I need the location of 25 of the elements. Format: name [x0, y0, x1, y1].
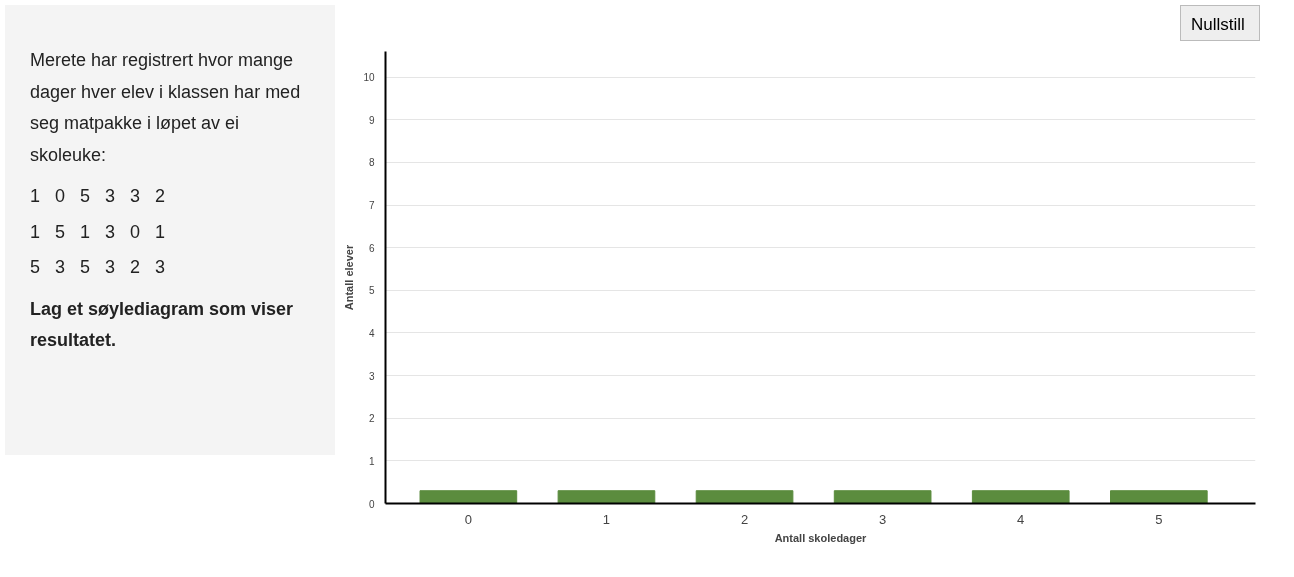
x-axis-title: Antall skoledager — [774, 531, 868, 544]
y-tick-label: 0 — [368, 498, 375, 510]
x-tick-label: 0 — [464, 511, 472, 527]
text: 1 0 5 3 3 2 — [30, 185, 167, 208]
text: 1 5 1 3 0 1 — [30, 220, 167, 244]
text: Nullstill — [1191, 14, 1245, 36]
y-tick-label: 2 — [368, 413, 375, 425]
y-tick-label: 3 — [368, 370, 375, 382]
x-tick-label: 4 — [1017, 511, 1025, 527]
x-tick-label: 2 — [740, 511, 749, 527]
y-tick-label: 8 — [368, 157, 375, 169]
y-tick-label: 10 — [363, 72, 375, 84]
y-tick-label: 9 — [368, 114, 375, 126]
y-tick-label: 5 — [368, 285, 375, 297]
text: Merete har registrert hvor mange dager hver elev i klassen har med seg matpakke i løpet av ei skoleuke: — [30, 49, 302, 167]
y-tick-label: 6 — [368, 242, 375, 254]
y-tick-label: 4 — [368, 327, 375, 339]
text: 5 3 5 3 2 3 — [30, 256, 167, 279]
x-tick-label: 5 — [1155, 511, 1163, 527]
y-tick-label: 1 — [368, 455, 375, 467]
y-tick-label: 7 — [368, 200, 375, 212]
text: Lag et søylediagram som viser resultatet. — [30, 297, 295, 352]
x-tick-label: 1 — [602, 511, 611, 527]
y-axis-title: Antall elever — [343, 244, 356, 311]
x-tick-label: 3 — [879, 511, 887, 527]
